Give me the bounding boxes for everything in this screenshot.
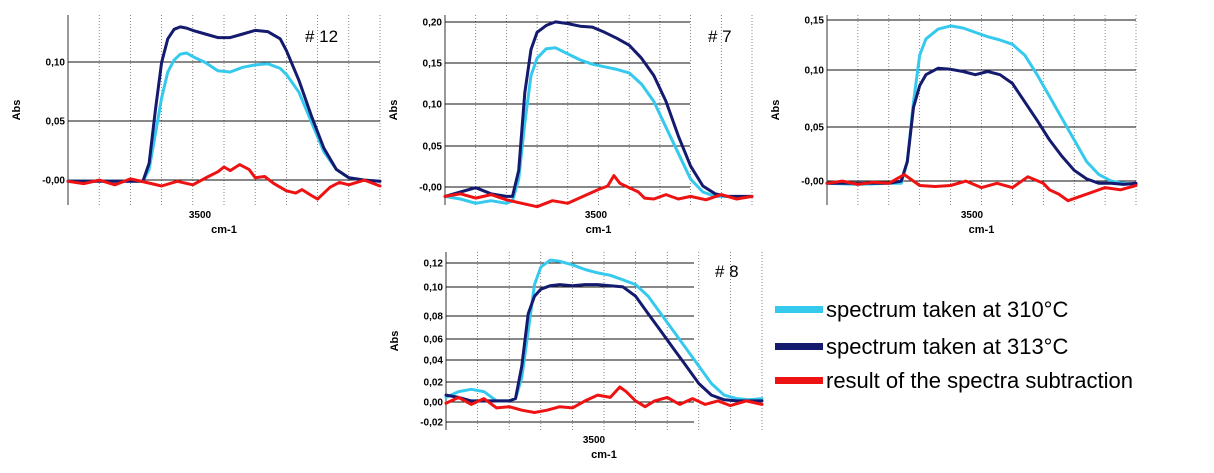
y-tick-label: 0,00 (424, 398, 444, 409)
legend-label-310: spectrum taken at 310°C (826, 297, 1068, 322)
panel-label: # 8 (715, 262, 739, 281)
x-tick-label: 3500 (585, 210, 608, 221)
series-line-subtraction (825, 173, 1138, 203)
y-tick-label: 0,10 (423, 100, 443, 111)
y-tick-label: 0,05 (46, 117, 66, 128)
y-tick-label: -0,02 (420, 418, 443, 429)
x-axis-label: cm-1 (591, 449, 617, 461)
chart-panel-4: -0,02 0,00 0,02 0,04 0,06 0,08 0,10 0,12 3500 cm-… (389, 252, 764, 461)
y-tick-label: 0,08 (424, 312, 444, 323)
legend-item-313: spectrum taken at 313°C (775, 334, 1068, 359)
legend-label-subtraction: result of the spectra subtraction (826, 368, 1133, 393)
legend-item-subtraction: result of the spectra subtraction (775, 368, 1133, 393)
y-tick-label: 0,04 (424, 356, 444, 367)
legend: spectrum taken at 310°C spectrum taken a… (775, 297, 1133, 393)
legend-item-310: spectrum taken at 310°C (775, 297, 1068, 322)
legend-swatch-313 (775, 343, 823, 350)
x-axis-label: cm-1 (586, 224, 612, 236)
y-tick-label: 0,05 (423, 142, 443, 153)
y-tick-label: 0,10 (46, 58, 66, 69)
legend-swatch-310 (775, 306, 823, 313)
y-tick-label: -0,00 (42, 176, 65, 187)
chart-panel-2: -0,00 0,05 0,10 0,15 0,20 3500 cm-1 Abs # 7 (388, 15, 754, 236)
series-line-subtraction (443, 174, 754, 209)
chart-panel-3: -0,00 0,05 0,10 0,15 3500 cm-1 Abs (770, 15, 1138, 236)
x-axis-label: cm-1 (969, 224, 995, 236)
y-axis-label: Abs (389, 331, 401, 352)
series-line-spectrum-310 (66, 51, 382, 183)
x-tick-label: 3500 (583, 435, 606, 446)
y-tick-label: 0,05 (805, 123, 825, 134)
legend-swatch-subtraction (775, 377, 823, 384)
series-line-spectrum-313 (444, 283, 764, 403)
x-tick-label: 3500 (189, 210, 212, 221)
x-axis-label: cm-1 (211, 224, 237, 236)
series-line-subtraction (66, 163, 382, 201)
y-tick-label: 0,20 (423, 18, 443, 29)
panel-label: # 7 (708, 27, 732, 46)
series-line-spectrum-313 (825, 66, 1138, 186)
y-axis-label: Abs (11, 100, 23, 121)
y-axis-label: Abs (388, 100, 400, 121)
series-line-spectrum-313 (66, 25, 382, 183)
legend-label-313: spectrum taken at 313°C (826, 334, 1068, 359)
y-tick-label: 0,02 (424, 378, 444, 389)
y-tick-label: 0,15 (423, 59, 443, 70)
y-tick-label: 0,12 (424, 259, 444, 270)
chart-panel-1: -0,00 0,05 0,10 3500 cm-1 Abs # 12 (11, 15, 382, 236)
y-tick-label: 0,15 (805, 16, 825, 27)
y-tick-label: -0,00 (801, 177, 824, 188)
x-tick-label: 3500 (961, 210, 984, 221)
y-tick-label: 0,10 (805, 66, 825, 77)
series-line-subtraction (444, 385, 764, 414)
y-axis-label: Abs (770, 100, 782, 121)
y-tick-label: 0,10 (424, 283, 444, 294)
y-tick-label: 0,06 (424, 335, 444, 346)
series-line-spectrum-313 (443, 20, 754, 198)
series-line-spectrum-310 (443, 46, 754, 205)
panel-label: # 12 (305, 27, 338, 46)
y-tick-label: -0,00 (419, 183, 442, 194)
